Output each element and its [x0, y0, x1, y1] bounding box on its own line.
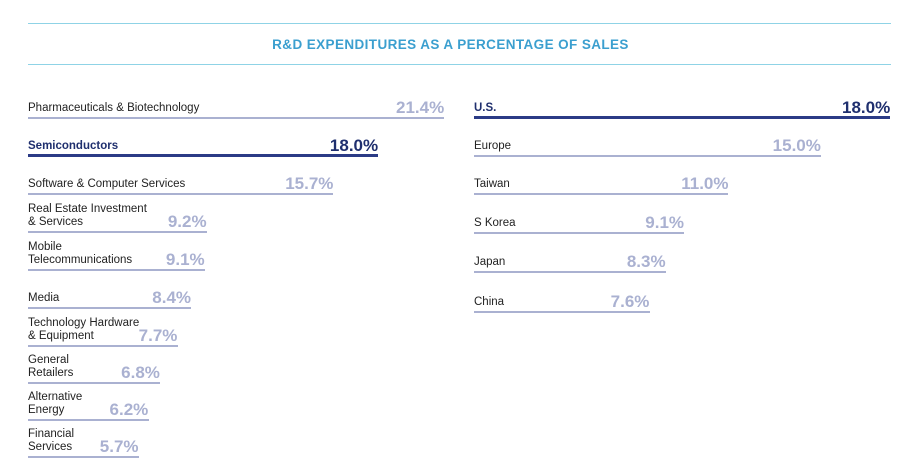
bar [28, 193, 334, 195]
value-label: 6.8% [121, 363, 160, 382]
title-underline [28, 64, 891, 65]
bar [474, 155, 821, 157]
bar [28, 231, 207, 233]
bar-row-taiwan: Taiwan 11.0% [474, 159, 901, 195]
bar [28, 456, 139, 458]
category-label: Pharmaceuticals & Biotechnology [28, 102, 200, 114]
bar [28, 154, 378, 157]
value-label: 8.3% [626, 252, 666, 271]
bar [474, 193, 729, 195]
bar [474, 232, 685, 234]
bar [474, 311, 650, 313]
bar-row-u-s: U.S. 18.0% [474, 83, 901, 119]
category-label: Financial Services [28, 428, 75, 453]
value-label: 8.4% [152, 288, 192, 307]
category-label: Media [28, 292, 60, 304]
value-label: 5.7% [99, 437, 139, 456]
value-label: 9.2% [167, 212, 207, 231]
value-label: 15.7% [285, 174, 334, 193]
category-label: Semiconductors [28, 140, 119, 152]
bar-row-financial-services: Financial Services 5.7% [28, 422, 464, 458]
category-label: Mobile Telecommunications [28, 241, 133, 266]
category-label: Technology Hardware & Equipment [28, 317, 140, 342]
category-label: Real Estate Investment & Services [28, 203, 147, 228]
value-label: 15.0% [772, 136, 821, 155]
bar-row-alternative-energy: Alternative Energy 6.2% [28, 385, 464, 421]
bar [28, 345, 178, 347]
value-label: 7.7% [138, 326, 178, 345]
value-label: 7.6% [610, 292, 650, 311]
category-label: U.S. [474, 102, 497, 114]
bar-row-europe: Europe 15.0% [474, 121, 901, 157]
value-label: 11.0% [681, 174, 729, 193]
category-label: Taiwan [474, 178, 510, 190]
category-label: Europe [474, 140, 512, 152]
bar [28, 269, 205, 271]
bar [474, 116, 890, 119]
category-label: General Retailers [28, 354, 74, 379]
value-label: 9.1% [645, 213, 685, 232]
bar-row-technology-hardware-and-equipment: Technology Hardware & Equipment 7.7% [28, 311, 464, 347]
category-label: Japan [474, 256, 506, 268]
value-label: 21.4% [396, 98, 445, 117]
category-label: Software & Computer Services [28, 178, 186, 190]
category-label: Alternative Energy [28, 391, 83, 416]
bar-row-media: Media 8.4% [28, 273, 464, 309]
value-label: 9.1% [165, 250, 205, 269]
bar-row-software-and-computer-services: Software & Computer Services 15.7% [28, 159, 464, 195]
category-label: China [474, 296, 505, 308]
value-label: 18.0% [329, 136, 379, 155]
value-label: 18.0% [842, 98, 891, 117]
chart-title: R&D EXPENDITURES AS A PERCENTAGE OF SALE… [272, 37, 629, 52]
bar [28, 117, 444, 119]
bar-row-mobile-telecommunications: Mobile Telecommunications 9.1% [28, 235, 464, 271]
bar-row-china: China 7.6% [474, 277, 901, 313]
bar-row-semiconductors: Semiconductors 18.0% [28, 121, 464, 157]
top-rule [28, 23, 891, 24]
bar-row-s-korea: S Korea 9.1% [474, 198, 901, 234]
bar [28, 307, 192, 309]
bar [28, 419, 149, 421]
bar-row-real-estate-investment-and-services: Real Estate Investment & Services 9.2% [28, 197, 464, 233]
bar [474, 271, 666, 273]
bar [28, 382, 161, 384]
bar-row-general-retailers: General Retailers 6.8% [28, 348, 464, 384]
value-label: 6.2% [109, 400, 149, 419]
bar-row-japan: Japan 8.3% [474, 237, 901, 273]
bar-row-pharmaceuticals-and-biotechnology: Pharmaceuticals & Biotechnology 21.4% [28, 83, 464, 119]
category-label: S Korea [474, 217, 516, 229]
